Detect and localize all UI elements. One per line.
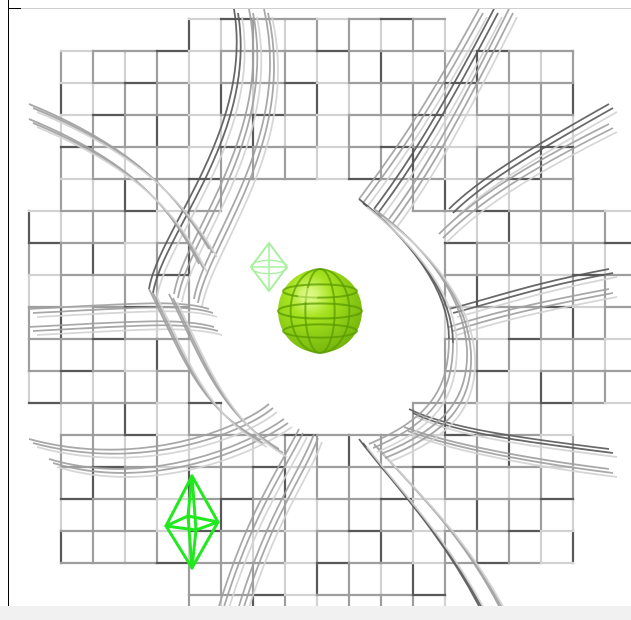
mesh-curve: [248, 441, 323, 606]
mesh-curve: [36, 411, 278, 459]
faint-octahedron-marker: [249, 241, 289, 293]
mesh-curve: [36, 328, 223, 336]
mesh-curve: [28, 320, 215, 328]
mesh-curve: [173, 9, 255, 295]
mesh-curve: [238, 433, 315, 606]
density-mesh-canvas[interactable]: [9, 9, 631, 606]
mesh-curve: [28, 403, 270, 451]
faint-octahedron-girdle: [250, 259, 288, 275]
mesh-curve: [358, 438, 480, 606]
mesh-curve: [156, 296, 268, 448]
mesh-curve: [392, 12, 514, 224]
mesh-curve: [358, 9, 480, 200]
mesh-curve: [373, 443, 500, 606]
sphere-latitude-line: [282, 283, 358, 299]
octahedron-edge: [190, 474, 220, 524]
mesh-curve: [372, 342, 454, 449]
viewer-frame-left: [8, 0, 9, 606]
mesh-curve: [181, 16, 263, 303]
mesh-curve: [380, 348, 468, 455]
mesh-curve: [448, 103, 610, 210]
mesh-curve: [396, 16, 518, 228]
mesh-curve: [377, 12, 499, 214]
mesh-curve: [197, 12, 275, 304]
octahedron-edge: [186, 514, 194, 570]
mesh-curve: [177, 12, 259, 299]
mesh-curve: [32, 407, 274, 455]
mesh-curve: [32, 306, 214, 314]
mesh-curve: [28, 302, 210, 310]
mesh-curve: [442, 127, 614, 239]
octahedron-edge: [186, 514, 220, 524]
mesh-curve: [152, 12, 242, 294]
mesh-curve: [448, 268, 610, 310]
mesh-curve: [48, 418, 285, 470]
mesh-curve: [452, 107, 614, 214]
bottom-status-strip: [0, 606, 631, 620]
mesh-curve: [446, 131, 618, 243]
mesh-curve: [366, 446, 484, 606]
viewer-frame-tick: [8, 8, 21, 9]
mesh-curve: [381, 16, 503, 218]
mesh-curve: [416, 416, 618, 458]
mesh-curve: [377, 212, 472, 354]
mesh-curve: [52, 422, 289, 474]
mesh-curve: [388, 356, 476, 463]
octahedron-edge: [186, 474, 194, 518]
mesh-curve: [366, 206, 458, 348]
mesh-curve: [373, 208, 468, 350]
octahedron-marker[interactable]: [164, 474, 220, 570]
mesh-curve: [148, 9, 238, 290]
sphere-longitude-line: [289, 268, 351, 354]
mesh-curve: [243, 437, 319, 606]
mesh-curve: [377, 447, 502, 606]
sphere-latitude-line: [282, 323, 358, 339]
mesh-curve: [452, 272, 614, 314]
mesh-curve: [223, 432, 304, 606]
sphere-highlight: [298, 288, 318, 302]
mesh-curve: [176, 301, 288, 458]
mesh-curve: [32, 324, 219, 332]
mesh-curve: [456, 111, 618, 218]
mesh-curve: [36, 111, 218, 258]
mesh-curve: [36, 126, 208, 273]
mesh-curve: [381, 451, 504, 606]
mesh-curve: [201, 16, 279, 308]
mesh-curve: [193, 9, 271, 300]
density-mesh-curves: [28, 9, 618, 606]
octahedron-edge: [190, 520, 220, 570]
viewer-frame-top: [21, 8, 631, 9]
molecular-viewport[interactable]: [9, 9, 631, 606]
mesh-curve: [376, 346, 458, 453]
mesh-curve: [156, 16, 246, 298]
mesh-curve: [373, 9, 495, 210]
sphere-latitude-line: [277, 302, 363, 320]
octahedron-edge: [194, 520, 220, 532]
octahedron-edge: [164, 514, 190, 528]
octahedron-edge: [164, 524, 198, 532]
mesh-curve: [384, 352, 472, 459]
mesh-curve: [456, 276, 618, 318]
mesh-curve: [381, 216, 476, 358]
octahedron-edge: [164, 524, 194, 570]
central-sphere[interactable]: [277, 268, 363, 354]
sphere-body: [278, 269, 362, 353]
mesh-curve: [388, 9, 510, 220]
mesh-curve: [36, 310, 218, 318]
mesh-curve: [228, 436, 308, 606]
mesh-curve: [438, 123, 610, 235]
mesh-curve: [28, 103, 210, 250]
mesh-curve: [362, 12, 484, 204]
mesh-curve: [218, 428, 300, 606]
octahedron-edge: [190, 474, 198, 532]
mesh-curve: [366, 16, 488, 208]
octahedron-edge: [164, 474, 194, 528]
mesh-curve: [56, 426, 293, 478]
mesh-curve: [368, 338, 450, 445]
